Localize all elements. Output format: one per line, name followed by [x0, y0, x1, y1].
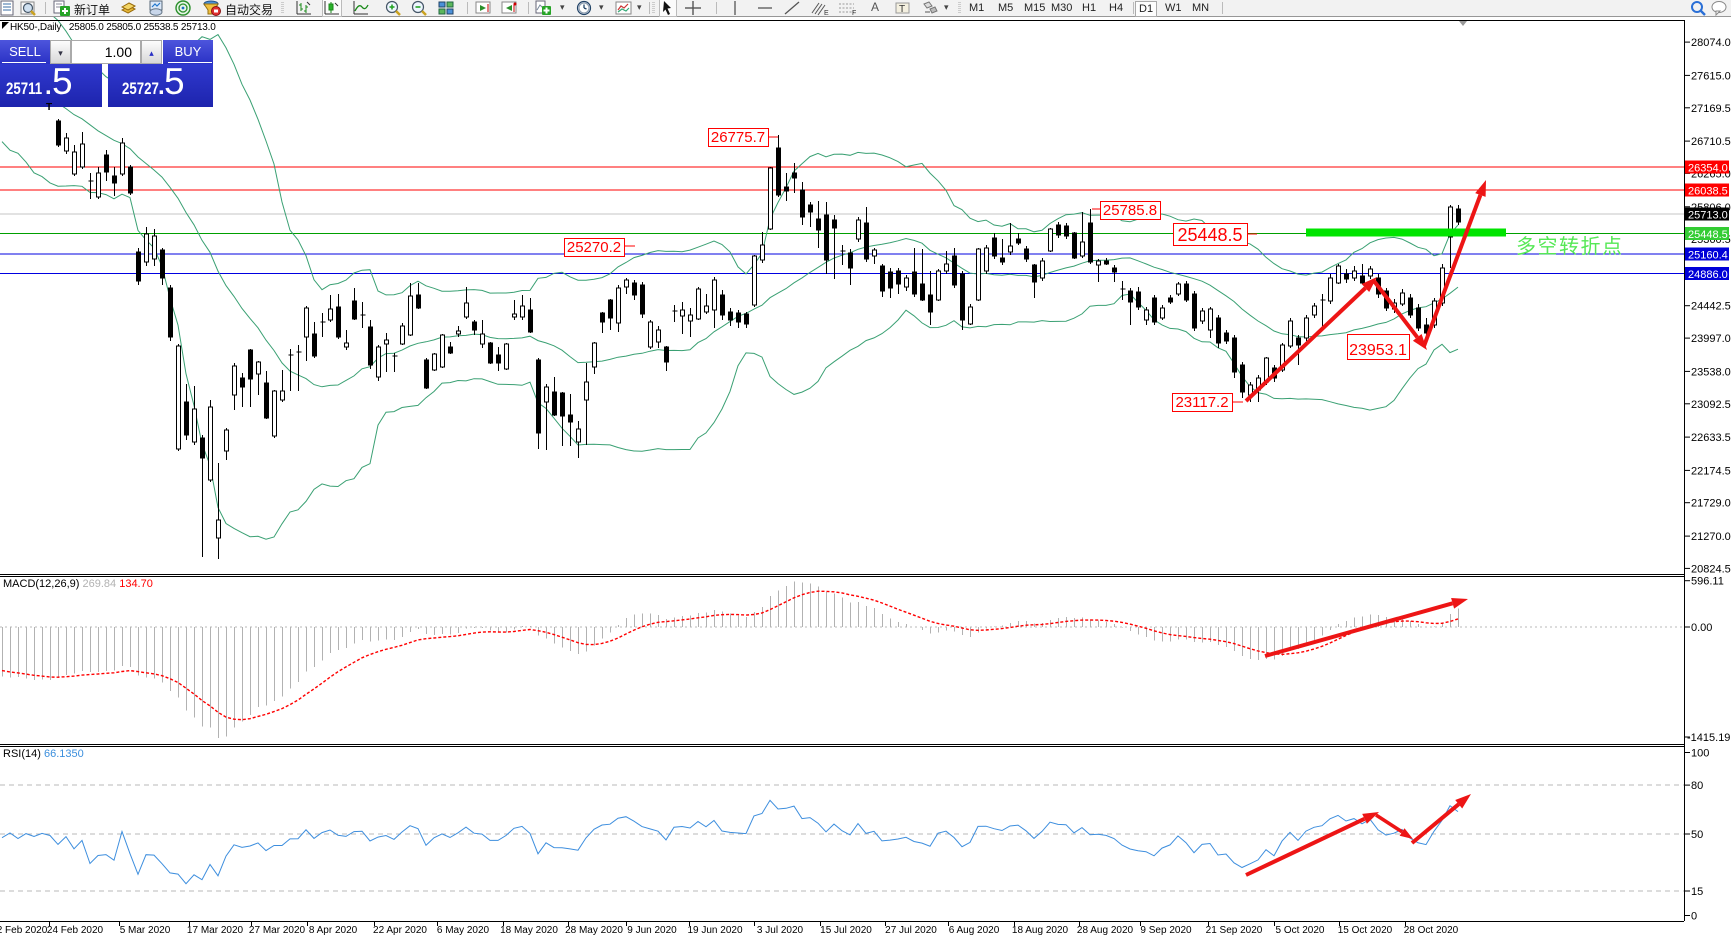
svg-text:26038.5: 26038.5 — [1688, 186, 1728, 198]
svg-text:15 Oct 2020: 15 Oct 2020 — [1338, 925, 1393, 936]
svg-text:0.00: 0.00 — [1691, 622, 1712, 634]
svg-text:50: 50 — [1691, 829, 1703, 841]
svg-text:0: 0 — [1691, 911, 1697, 923]
svg-text:23117.2: 23117.2 — [1175, 394, 1228, 411]
svg-text:2 Feb 2020: 2 Feb 2020 — [0, 925, 48, 936]
svg-text:25160.4: 25160.4 — [1688, 250, 1728, 262]
svg-text:23538.0: 23538.0 — [1691, 366, 1731, 378]
svg-text:27 Mar 2020: 27 Mar 2020 — [249, 925, 306, 936]
svg-text:80: 80 — [1691, 780, 1703, 792]
svg-text:23953.1: 23953.1 — [1349, 342, 1407, 359]
svg-text:T: T — [899, 4, 905, 15]
svg-text:26710.5: 26710.5 — [1691, 136, 1731, 148]
svg-text:28 May 2020: 28 May 2020 — [565, 925, 623, 936]
svg-text:18 Aug 2020: 18 Aug 2020 — [1012, 925, 1069, 936]
svg-text:23092.5: 23092.5 — [1691, 399, 1731, 411]
svg-text:22633.5: 22633.5 — [1691, 432, 1731, 444]
svg-text:25270.2: 25270.2 — [567, 239, 621, 256]
svg-text:5 Oct 2020: 5 Oct 2020 — [1276, 925, 1325, 936]
svg-text:6 May 2020: 6 May 2020 — [437, 925, 490, 936]
svg-text:24 Feb 2020: 24 Feb 2020 — [47, 925, 104, 936]
svg-text:-1415.19: -1415.19 — [1687, 732, 1730, 744]
svg-text:25785.8: 25785.8 — [1103, 202, 1157, 219]
svg-text:18 May 2020: 18 May 2020 — [500, 925, 558, 936]
svg-text:25448.5: 25448.5 — [1177, 225, 1242, 245]
svg-text:24886.0: 24886.0 — [1688, 269, 1728, 281]
svg-text:100: 100 — [1691, 748, 1709, 760]
svg-text:596.11: 596.11 — [1691, 576, 1724, 588]
svg-text:9 Sep 2020: 9 Sep 2020 — [1140, 925, 1192, 936]
svg-text:3 Jul 2020: 3 Jul 2020 — [757, 925, 804, 936]
svg-text:26775.7: 26775.7 — [711, 129, 765, 146]
svg-text:23997.0: 23997.0 — [1691, 333, 1731, 345]
svg-text:21270.0: 21270.0 — [1691, 531, 1731, 543]
svg-text:25448.5: 25448.5 — [1688, 229, 1728, 241]
svg-text:17 Mar 2020: 17 Mar 2020 — [187, 925, 244, 936]
svg-text:25713.0: 25713.0 — [1688, 210, 1728, 222]
svg-text:21 Sep 2020: 21 Sep 2020 — [1206, 925, 1263, 936]
svg-text:27615.0: 27615.0 — [1691, 70, 1731, 82]
svg-text:28074.0: 28074.0 — [1691, 37, 1731, 49]
svg-text:26354.0: 26354.0 — [1688, 163, 1728, 175]
svg-text:6 Aug 2020: 6 Aug 2020 — [949, 925, 1000, 936]
svg-text:20824.5: 20824.5 — [1691, 563, 1731, 575]
svg-text:27 Jul 2020: 27 Jul 2020 — [885, 925, 937, 936]
svg-text:E: E — [824, 10, 829, 16]
svg-text:F: F — [852, 10, 856, 16]
svg-text:21729.0: 21729.0 — [1691, 498, 1731, 510]
svg-text:24442.5: 24442.5 — [1691, 301, 1731, 313]
svg-text:28 Oct 2020: 28 Oct 2020 — [1404, 925, 1459, 936]
svg-text:28 Aug 2020: 28 Aug 2020 — [1077, 925, 1134, 936]
svg-text:5 Mar 2020: 5 Mar 2020 — [120, 925, 171, 936]
svg-text:多空转折点: 多空转折点 — [1516, 235, 1624, 258]
svg-text:8 Apr 2020: 8 Apr 2020 — [309, 925, 358, 936]
svg-text:19 Jun 2020: 19 Jun 2020 — [687, 925, 742, 936]
svg-text:9 Jun 2020: 9 Jun 2020 — [627, 925, 677, 936]
svg-text:27169.5: 27169.5 — [1691, 103, 1731, 115]
svg-text:22174.5: 22174.5 — [1691, 465, 1731, 477]
svg-text:22 Apr 2020: 22 Apr 2020 — [373, 925, 427, 936]
svg-text:15: 15 — [1691, 886, 1703, 898]
svg-text:15 Jul 2020: 15 Jul 2020 — [820, 925, 872, 936]
